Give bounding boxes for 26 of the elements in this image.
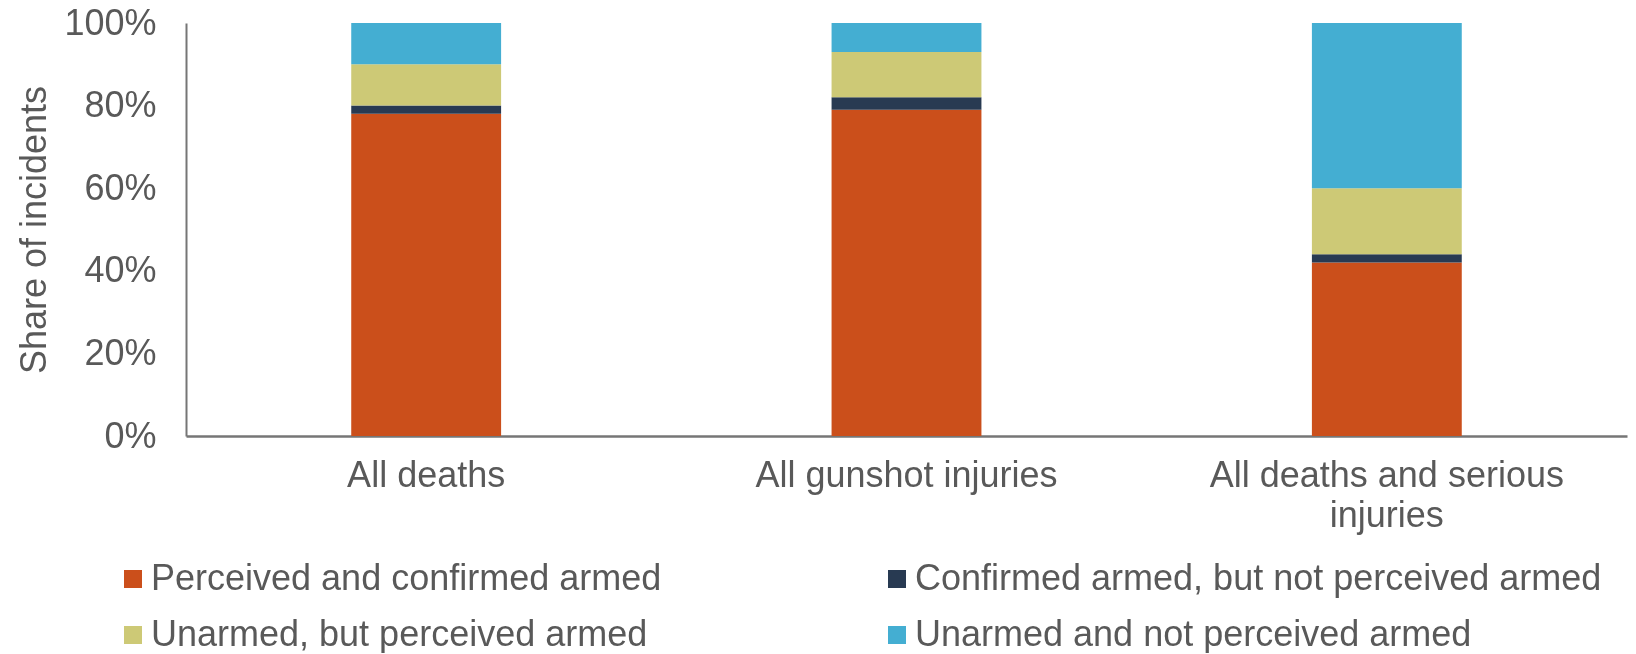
y-tick-label: 100% [64,1,157,43]
legend-label: Confirmed armed, but not perceived armed [915,557,1602,598]
bar [1311,23,1462,189]
bar [831,51,982,98]
legend-label: Unarmed and not perceived armed [915,613,1472,654]
bar [1311,188,1462,255]
x-tick-label: All gunshot injuries [755,453,1058,495]
bar [1311,254,1462,263]
bar [831,23,982,52]
y-tick-label: 0% [104,414,157,456]
legend-label: Perceived and confirmed armed [151,557,662,598]
legend-label: Unarmed, but perceived armed [151,613,648,654]
bar [831,97,982,110]
y-tick-label: 60% [84,166,157,208]
bar [351,23,502,65]
y-tick-label: 20% [84,331,157,373]
y-tick-label: 80% [84,84,157,126]
bar [351,113,502,436]
bar [351,105,502,114]
y-axis-title: Share of incidents [13,85,55,375]
x-tick-label: All deaths and serious injuries [1209,453,1564,535]
bar [1311,262,1462,436]
bar [351,64,502,106]
y-tick-label: 40% [84,249,157,291]
x-tick-label: All deaths [347,453,506,495]
bar [831,109,982,436]
